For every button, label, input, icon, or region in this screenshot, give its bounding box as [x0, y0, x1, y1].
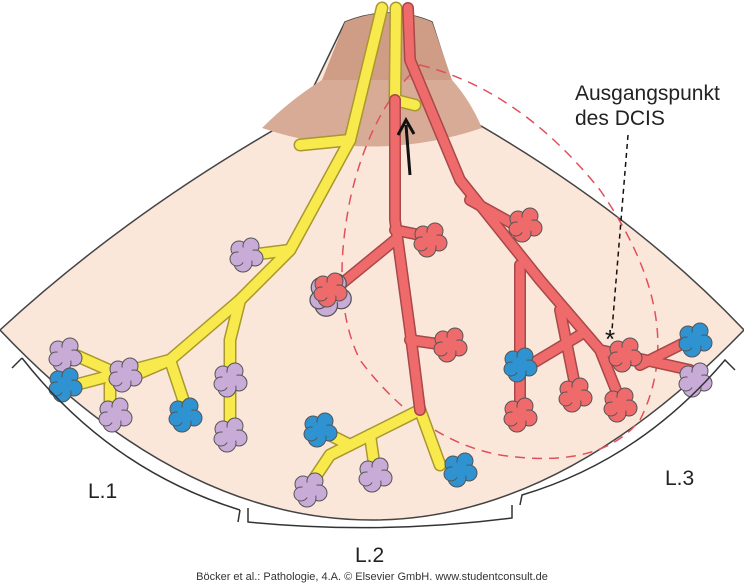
annotation-line: Ausgangspunkt	[575, 82, 720, 105]
credit: Böcker et al.: Pathologie, 4.A. © Elsevi…	[196, 571, 548, 583]
asterisk: *	[605, 324, 615, 354]
lobe-label: L.3	[665, 467, 694, 490]
annotation-line: des DCIS	[575, 107, 665, 130]
lobe-label: L.1	[88, 480, 117, 503]
diagram: * Ausgangspunkt des DCIS L.1 L.2 L.3 Böc…	[0, 0, 744, 586]
lobe-label: L.2	[355, 544, 384, 567]
areola	[262, 80, 482, 147]
